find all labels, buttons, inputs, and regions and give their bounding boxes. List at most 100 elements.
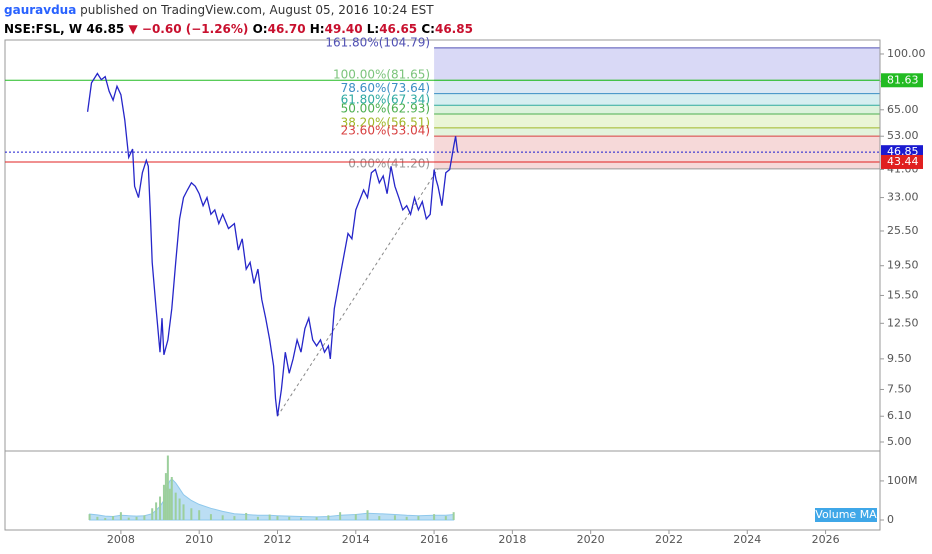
volume-bar: [166, 455, 169, 520]
volume-bar: [127, 517, 130, 520]
x-tick-label: 2026: [812, 533, 840, 546]
volume-bar: [96, 516, 99, 520]
volume-bar: [299, 517, 302, 520]
volume-tick-label: 0: [887, 513, 894, 526]
change: −0.60 (−1.26%): [142, 22, 249, 36]
volume-bar: [268, 514, 271, 520]
y-tick-label: 9.50: [887, 352, 912, 365]
volume-bar: [151, 508, 154, 520]
price-tag-label: 43.44: [887, 155, 919, 168]
fib-zone: [434, 47, 880, 81]
volume-bar: [112, 516, 115, 520]
y-tick-label: 12.50: [887, 316, 919, 329]
volume-bar: [288, 516, 291, 520]
volume-bar: [143, 515, 146, 520]
volume-bar: [354, 514, 357, 520]
fib-zone: [434, 80, 880, 94]
v: 49.40: [325, 22, 363, 36]
x-tick-label: 2008: [107, 533, 135, 546]
volume-legend: Volume MA: [815, 508, 877, 521]
fib-label: 61.80%(67.34): [341, 93, 430, 107]
x-tick-label: 2018: [498, 533, 526, 546]
author: gauravdua: [4, 3, 76, 17]
y-tick-label: 5.00: [887, 435, 912, 448]
x-tick-label: 2024: [733, 533, 761, 546]
fib-zone: [434, 105, 880, 114]
arrow: ▼: [128, 22, 138, 36]
k: H:: [310, 22, 325, 36]
trend-line: [277, 168, 439, 417]
volume-bar: [88, 514, 91, 520]
volume-bar: [327, 515, 330, 520]
volume-bar: [233, 516, 236, 520]
last: 46.85: [86, 22, 124, 36]
volume-bar: [256, 516, 259, 520]
symbol-line: NSE:FSL, W 46.85 ▼ −0.60 (−1.26%) O:46.7…: [4, 22, 473, 36]
y-tick-label: 53.00: [887, 129, 919, 142]
k: L:: [367, 22, 379, 36]
volume-legend-box: [815, 508, 877, 522]
price-tag: [881, 73, 923, 88]
k: C:: [421, 22, 435, 36]
x-tick-label: 2012: [263, 533, 291, 546]
volume-bar: [174, 492, 177, 520]
volume-bar: [276, 516, 279, 520]
k: O:: [253, 22, 268, 36]
volume-bar: [182, 504, 185, 520]
price-tag: [881, 154, 923, 169]
volume-bar: [315, 517, 318, 520]
fib-zone: [434, 127, 880, 137]
v: 46.65: [379, 22, 417, 36]
volume-bar: [221, 515, 224, 520]
volume-bar: [155, 502, 158, 520]
y-tick-label: 15.50: [887, 288, 919, 301]
volume-bar: [339, 512, 342, 520]
v: 46.70: [268, 22, 306, 36]
volume-bar: [393, 515, 396, 520]
y-tick-label: 6.10: [887, 409, 912, 422]
y-tick-label: 65.00: [887, 103, 919, 116]
volume-bar: [405, 516, 408, 520]
volume-bar: [190, 508, 193, 520]
volume-bar: [159, 496, 162, 520]
volume-bar: [444, 516, 447, 520]
v: 46.85: [435, 22, 473, 36]
c: C:46.85: [421, 22, 473, 36]
symbol: NSE:FSL, W: [4, 22, 82, 36]
fib-label: 78.60%(73.64): [341, 81, 430, 95]
o: O:46.70: [253, 22, 306, 36]
volume-bar: [378, 516, 381, 520]
volume-bar: [452, 512, 455, 520]
volume-tick-label: 100M: [887, 474, 918, 487]
volume-bar: [170, 477, 173, 520]
volume-bar: [162, 484, 165, 520]
fib-label: 100.00%(81.65): [333, 68, 430, 82]
fib-label: 50.00%(62.93): [341, 101, 430, 115]
x-tick-label: 2020: [577, 533, 605, 546]
y-tick-label: 33.00: [887, 191, 919, 204]
header-line: gauravdua published on TradingView.com, …: [4, 3, 434, 17]
volume-bar: [417, 516, 420, 520]
volume-bar: [178, 498, 181, 520]
l: L:46.65: [367, 22, 417, 36]
y-tick-label: 19.50: [887, 259, 919, 272]
price-tag-label: 46.85: [887, 145, 919, 158]
x-tick-label: 2022: [655, 533, 683, 546]
fib-zone: [434, 93, 880, 106]
h: H:49.40: [310, 22, 363, 36]
fib-label: 161.80%(104.79): [325, 35, 430, 49]
volume-bar: [104, 518, 107, 520]
fib-zone: [434, 113, 880, 128]
volume-bar: [164, 473, 167, 520]
fib-label: 38.20%(56.51): [341, 115, 430, 129]
x-tick-label: 2016: [420, 533, 448, 546]
price-tag-label: 81.63: [887, 73, 919, 86]
price-line-series: [86, 72, 459, 417]
fib-label: 0.00%(41.20): [348, 156, 430, 170]
fib-label: 23.60%(53.04): [341, 124, 430, 138]
volume-bar: [198, 510, 201, 520]
y-tick-label: 100.00: [887, 47, 926, 60]
volume-bar: [168, 488, 171, 520]
volume-bar: [433, 514, 436, 520]
